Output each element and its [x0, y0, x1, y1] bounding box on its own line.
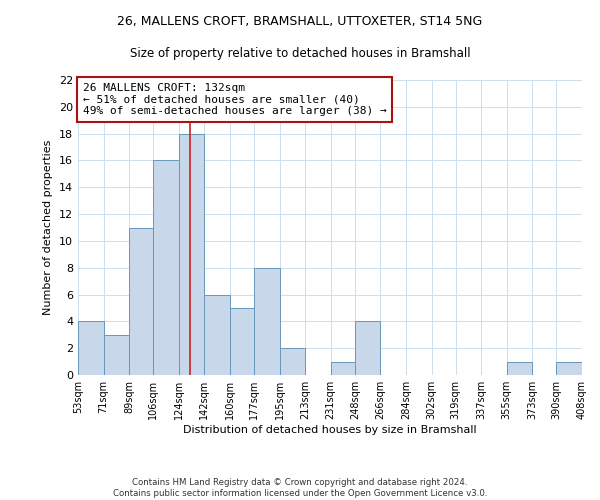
X-axis label: Distribution of detached houses by size in Bramshall: Distribution of detached houses by size … — [183, 425, 477, 435]
Bar — [129, 228, 153, 375]
Text: Contains HM Land Registry data © Crown copyright and database right 2024.
Contai: Contains HM Land Registry data © Crown c… — [113, 478, 487, 498]
Text: Size of property relative to detached houses in Bramshall: Size of property relative to detached ho… — [130, 48, 470, 60]
Bar — [78, 322, 104, 375]
Bar — [254, 268, 280, 375]
Bar — [280, 348, 305, 375]
Bar — [179, 134, 205, 375]
Bar — [507, 362, 532, 375]
Bar — [104, 335, 129, 375]
Bar — [556, 362, 582, 375]
Y-axis label: Number of detached properties: Number of detached properties — [43, 140, 53, 315]
Bar — [153, 160, 179, 375]
Bar — [355, 322, 380, 375]
Text: 26 MALLENS CROFT: 132sqm
← 51% of detached houses are smaller (40)
49% of semi-d: 26 MALLENS CROFT: 132sqm ← 51% of detach… — [83, 83, 387, 116]
Bar — [205, 294, 230, 375]
Bar — [230, 308, 254, 375]
Bar — [331, 362, 355, 375]
Text: 26, MALLENS CROFT, BRAMSHALL, UTTOXETER, ST14 5NG: 26, MALLENS CROFT, BRAMSHALL, UTTOXETER,… — [118, 15, 482, 28]
